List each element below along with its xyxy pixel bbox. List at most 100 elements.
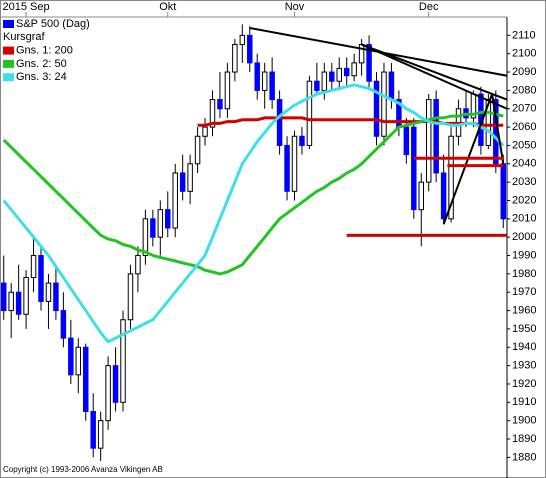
trend-line bbox=[491, 93, 505, 164]
candle-body bbox=[366, 44, 372, 82]
candle-body bbox=[90, 410, 96, 449]
candle-body bbox=[142, 218, 149, 257]
y-tick-label: 2010 bbox=[512, 213, 536, 225]
y-tick-label: 1930 bbox=[512, 360, 536, 372]
y-tick-label: 2080 bbox=[512, 84, 536, 96]
legend-swatch bbox=[3, 73, 14, 82]
candle-body bbox=[38, 255, 44, 302]
legend-label: Gns. 2: 50 bbox=[16, 58, 67, 70]
candle-body bbox=[68, 337, 74, 376]
candle-body bbox=[403, 126, 410, 156]
candle-body bbox=[135, 255, 141, 275]
legend-label: S&P 500 (Dag) bbox=[16, 18, 90, 30]
candle-body bbox=[306, 80, 313, 146]
y-tick-label: 2100 bbox=[512, 48, 536, 60]
moving-average bbox=[197, 116, 504, 127]
legend-label: Gns. 3: 24 bbox=[16, 71, 67, 83]
candle-body bbox=[336, 67, 342, 82]
candle-body bbox=[329, 71, 335, 82]
candle-body bbox=[83, 346, 89, 412]
legend-swatch bbox=[3, 46, 14, 55]
candle-body bbox=[112, 365, 119, 403]
candle-body bbox=[30, 255, 37, 279]
candle-body bbox=[299, 135, 305, 146]
y-tick-label: 1960 bbox=[512, 304, 536, 316]
candle-body bbox=[343, 67, 350, 77]
y-tick-label: 2110 bbox=[512, 29, 536, 41]
candle-body bbox=[381, 71, 387, 137]
candle-body bbox=[120, 319, 126, 403]
legend-swatch bbox=[3, 20, 14, 28]
trend-line bbox=[361, 43, 508, 101]
x-tick-label: 2015 Sep bbox=[3, 1, 50, 13]
candle-body bbox=[351, 62, 357, 77]
y-tick-label: 2040 bbox=[512, 158, 536, 170]
candle-body bbox=[373, 80, 380, 137]
candle-body bbox=[433, 99, 439, 174]
candle-body bbox=[150, 218, 156, 238]
candle-body bbox=[209, 99, 216, 128]
moving-average bbox=[2, 110, 504, 276]
y-tick-label: 1920 bbox=[512, 378, 536, 390]
candle-body bbox=[239, 34, 246, 46]
candle-body bbox=[500, 163, 507, 220]
candle-body bbox=[418, 181, 424, 211]
candle-body bbox=[53, 282, 59, 312]
y-tick-label: 2090 bbox=[512, 66, 536, 78]
y-tick-label: 2050 bbox=[512, 139, 536, 151]
moving-average bbox=[2, 83, 505, 344]
candle-body bbox=[172, 172, 178, 229]
candle-body bbox=[448, 135, 454, 220]
candle-body bbox=[75, 346, 82, 376]
candle-body bbox=[194, 135, 201, 165]
candle-body bbox=[269, 71, 275, 101]
candle-body bbox=[202, 126, 208, 137]
candle-body bbox=[440, 172, 447, 220]
candle-body bbox=[165, 209, 171, 229]
legend-swatch bbox=[3, 59, 14, 68]
candle-body bbox=[232, 44, 238, 73]
candle-body bbox=[127, 273, 134, 321]
candle-body bbox=[284, 144, 290, 192]
candle-body bbox=[388, 71, 395, 101]
candle-body bbox=[60, 310, 67, 339]
y-tick-label: 1980 bbox=[512, 268, 536, 280]
candle-body bbox=[105, 365, 111, 422]
candle-body bbox=[0, 282, 7, 312]
candle-body bbox=[217, 99, 223, 110]
candle-body bbox=[411, 126, 417, 211]
candle-body bbox=[314, 80, 320, 91]
x-tick-label: Dec bbox=[419, 1, 439, 13]
candle-body bbox=[291, 135, 298, 192]
candle-body bbox=[261, 71, 268, 91]
candle-body bbox=[45, 282, 52, 302]
x-tick-label: Okt bbox=[159, 1, 176, 13]
y-tick-label: 2020 bbox=[512, 194, 536, 206]
y-tick-label: 1950 bbox=[512, 323, 536, 335]
y-tick-label: 2060 bbox=[512, 121, 536, 133]
y-tick-label: 1880 bbox=[512, 451, 536, 463]
candle-body bbox=[276, 99, 283, 146]
candle-body bbox=[157, 209, 164, 238]
candle-body bbox=[15, 291, 22, 315]
legend-label: Gns. 1: 200 bbox=[16, 45, 73, 57]
copyright: Copyright (c) 1993-2006 Avanza Vikingen … bbox=[3, 465, 163, 474]
candle-body bbox=[358, 44, 365, 64]
candle-body bbox=[247, 34, 253, 64]
candle-body bbox=[254, 62, 260, 91]
y-tick-label: 1990 bbox=[512, 249, 536, 261]
y-tick-label: 1940 bbox=[512, 341, 536, 353]
y-tick-label: 2030 bbox=[512, 176, 536, 188]
y-tick-label: 2000 bbox=[512, 231, 536, 243]
candle-body bbox=[187, 163, 193, 192]
candle-body bbox=[8, 291, 14, 312]
candle-body bbox=[224, 71, 231, 110]
candle-body bbox=[179, 172, 186, 192]
y-tick-label: 2070 bbox=[512, 103, 536, 115]
x-tick-label: Nov bbox=[285, 1, 305, 13]
legend-label: Kursgraf bbox=[3, 31, 46, 43]
y-tick-label: 1890 bbox=[512, 433, 536, 445]
y-tick-label: 1970 bbox=[512, 286, 536, 298]
candle-body bbox=[23, 277, 29, 315]
candle-body bbox=[97, 420, 104, 449]
